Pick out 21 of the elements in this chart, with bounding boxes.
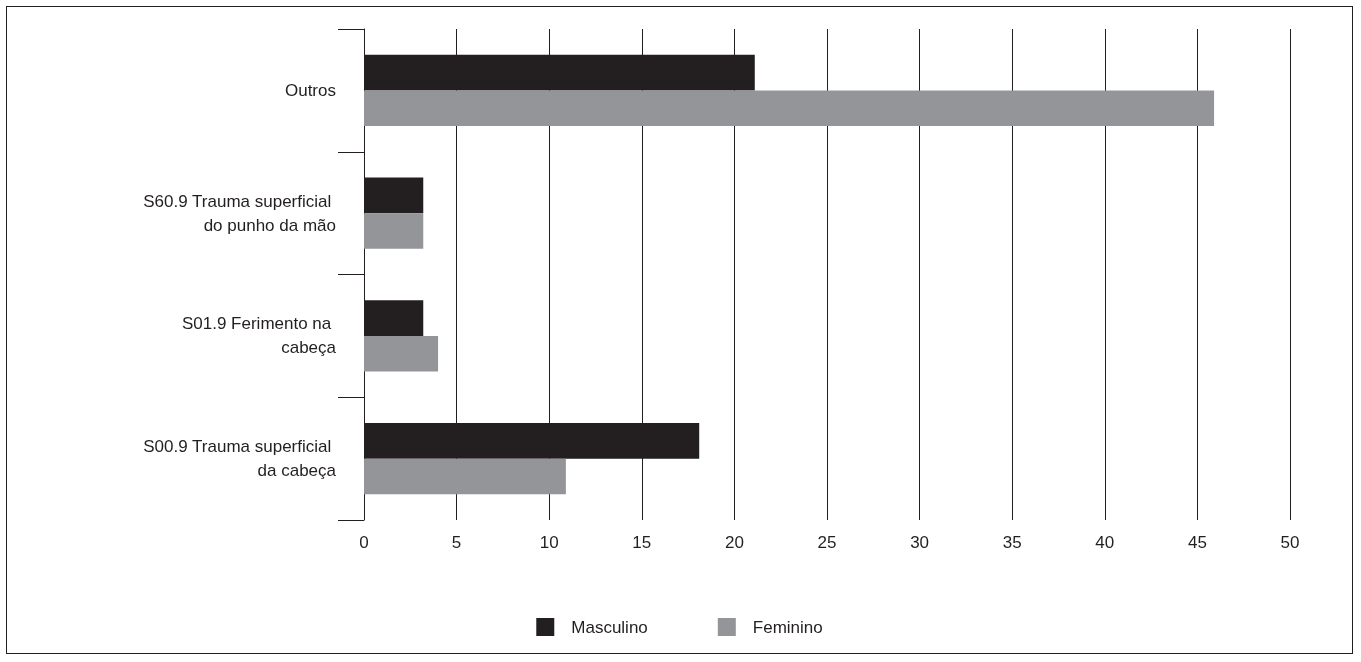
legend-label: Feminino <box>752 617 823 637</box>
y-tick-label: Outros <box>284 80 336 100</box>
legend-label: Masculino <box>571 617 648 637</box>
x-tick-label: 5 <box>451 533 462 552</box>
bar <box>364 90 1215 126</box>
x-tick-label: 35 <box>1002 533 1022 552</box>
y-tick-label: S60.9 Trauma superficial do punho da mão <box>143 191 336 235</box>
x-tick-label: 40 <box>1095 533 1115 552</box>
x-tick-label: 15 <box>632 533 652 552</box>
x-tick-label: 0 <box>359 533 369 552</box>
bar <box>364 458 566 495</box>
y-tick-label: S00.9 Trauma superficial da cabeça <box>143 437 337 481</box>
x-tick-label: 50 <box>1280 533 1300 552</box>
y-tick-label: S01.9 Ferimento na cabeça <box>181 314 337 358</box>
bar <box>364 213 424 249</box>
x-tick-label: 20 <box>724 533 744 552</box>
x-tick-label: 45 <box>1187 533 1207 552</box>
x-tick-label: 25 <box>817 533 837 552</box>
x-tick-label: 10 <box>539 533 559 552</box>
x-tick-label: 30 <box>910 533 930 552</box>
bar <box>364 335 439 372</box>
